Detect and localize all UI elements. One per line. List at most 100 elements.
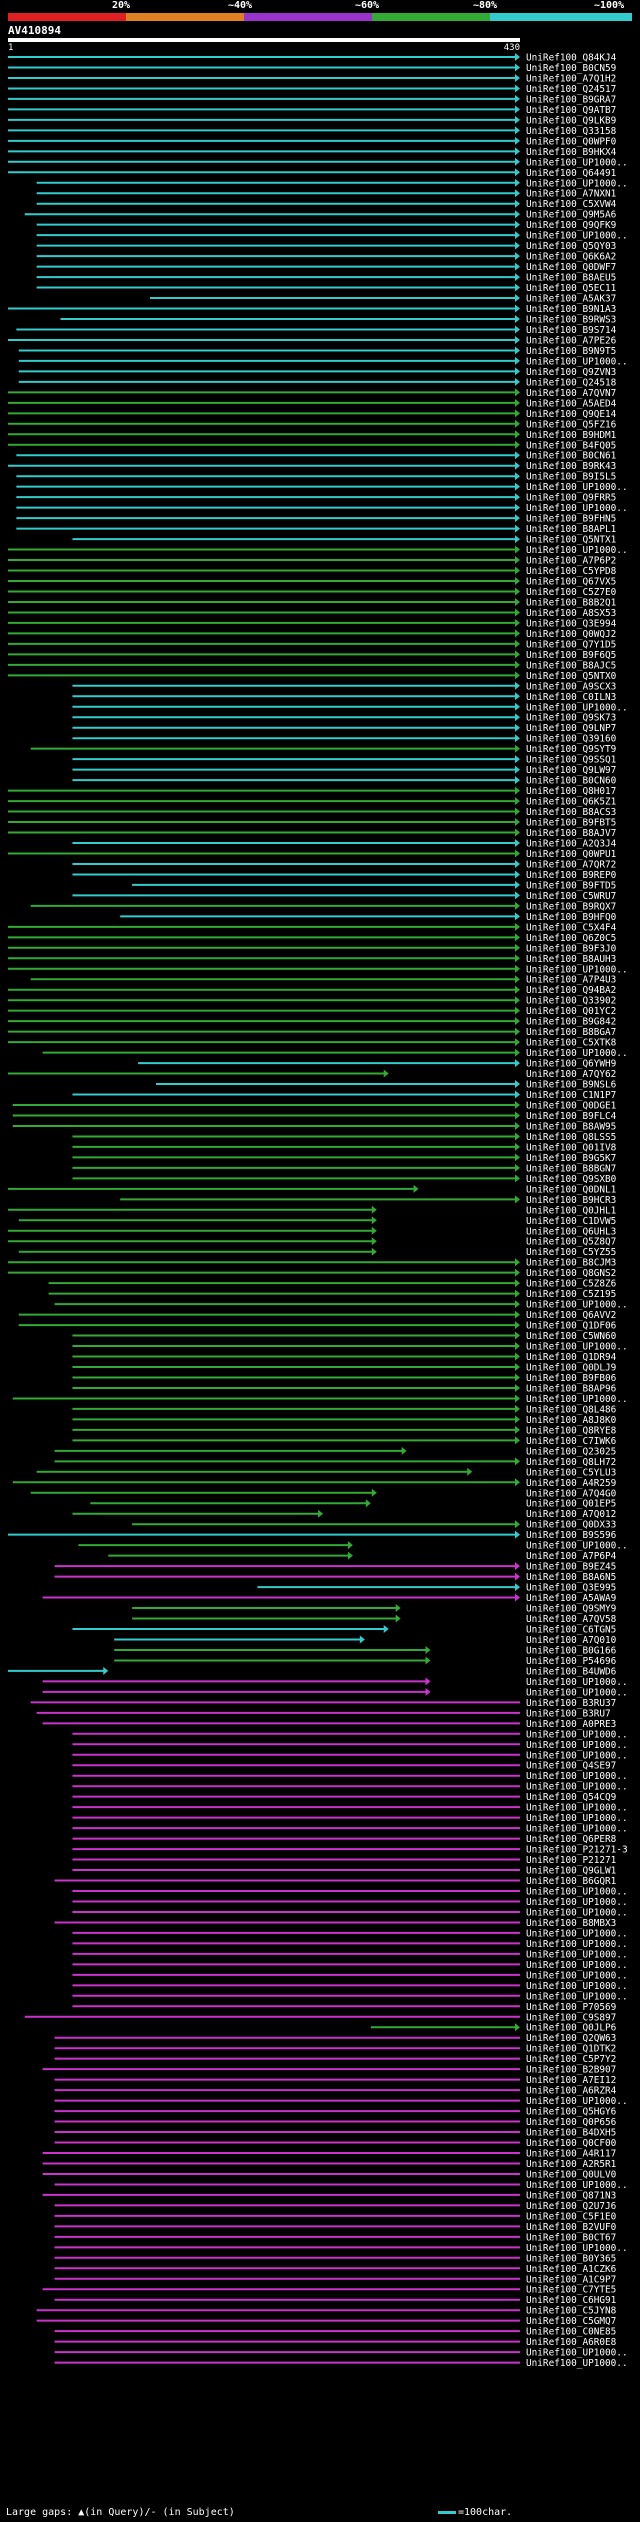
hit-label[interactable]: UniRef100_P70569 bbox=[526, 2002, 617, 2013]
hit-label[interactable]: UniRef100_Q1DR94 bbox=[526, 1352, 617, 1363]
hit-label[interactable]: UniRef100_Q0DWF7 bbox=[526, 262, 616, 273]
hit-label[interactable]: UniRef100_A4R117 bbox=[526, 2149, 616, 2160]
hit-label[interactable]: UniRef100_A7QY62 bbox=[526, 1069, 616, 1080]
hit-label[interactable]: UniRef100_C5YZ55 bbox=[526, 1247, 616, 1258]
hit-label[interactable]: UniRef100_A7Q012 bbox=[526, 1509, 616, 1520]
hit-label[interactable]: UniRef100_Q3E994 bbox=[526, 618, 617, 629]
hit-label[interactable]: UniRef100_Q8LSS5 bbox=[526, 1132, 616, 1143]
hit-label[interactable]: UniRef100_UP1000.. bbox=[526, 2180, 628, 2191]
hit-label[interactable]: UniRef100_A2R5R1 bbox=[526, 2159, 617, 2170]
hit-label[interactable]: UniRef100_A7NXN1 bbox=[526, 189, 617, 200]
hit-label[interactable]: UniRef100_B0CN60 bbox=[526, 776, 617, 787]
hit-label[interactable]: UniRef100_UP1000.. bbox=[526, 545, 628, 556]
hit-label[interactable]: UniRef100_Q9ZVN3 bbox=[526, 367, 616, 378]
hit-label[interactable]: UniRef100_Q1DF06 bbox=[526, 1321, 617, 1332]
hit-label[interactable]: UniRef100_A7Q010 bbox=[526, 1635, 617, 1646]
hit-label[interactable]: UniRef100_C5F1E0 bbox=[526, 2211, 617, 2222]
hit-label[interactable]: UniRef100_B9EZ45 bbox=[526, 1562, 616, 1573]
hit-label[interactable]: UniRef100_B4DXH5 bbox=[526, 2128, 616, 2139]
hit-label[interactable]: UniRef100_C0NE85 bbox=[526, 2327, 616, 2338]
hit-label[interactable]: UniRef100_Q6PER8 bbox=[526, 1834, 617, 1845]
hit-label[interactable]: UniRef100_C1N1P7 bbox=[526, 1090, 616, 1101]
hit-label[interactable]: UniRef100_UP1000.. bbox=[526, 1928, 628, 1939]
hit-label[interactable]: UniRef100_Q6UHL3 bbox=[526, 1226, 616, 1237]
hit-label[interactable]: UniRef100_UP1000.. bbox=[526, 1949, 628, 1960]
hit-label[interactable]: UniRef100_Q6K6A2 bbox=[526, 252, 616, 263]
hit-label[interactable]: UniRef100_Q8LH72 bbox=[526, 1457, 616, 1468]
hit-label[interactable]: UniRef100_A5AED4 bbox=[526, 398, 617, 409]
hit-label[interactable]: UniRef100_Q33902 bbox=[526, 996, 616, 1007]
hit-label[interactable]: UniRef100_Q01YC2 bbox=[526, 1006, 616, 1017]
hit-label[interactable]: UniRef100_B8AJC5 bbox=[526, 660, 616, 671]
hit-label[interactable]: UniRef100_Q3E995 bbox=[526, 1583, 616, 1594]
hit-label[interactable]: UniRef100_B9REP0 bbox=[526, 870, 617, 881]
hit-label[interactable]: UniRef100_Q01EP5 bbox=[526, 1499, 616, 1510]
hit-label[interactable]: UniRef100_B0CN61 bbox=[526, 451, 617, 462]
hit-label[interactable]: UniRef100_A7PE26 bbox=[526, 335, 617, 346]
hit-label[interactable]: UniRef100_Q8L486 bbox=[526, 1404, 617, 1415]
hit-label[interactable]: UniRef100_A0PRE3 bbox=[526, 1719, 616, 1730]
hit-label[interactable]: UniRef100_B3RU7 bbox=[526, 1708, 611, 1719]
hit-label[interactable]: UniRef100_Q23025 bbox=[526, 1446, 616, 1457]
hit-label[interactable]: UniRef100_Q0DLJ9 bbox=[526, 1363, 617, 1374]
hit-label[interactable]: UniRef100_Q9ATB7 bbox=[526, 105, 616, 116]
hit-label[interactable]: UniRef100_C0ILN3 bbox=[526, 692, 616, 703]
hit-label[interactable]: UniRef100_Q0DGE1 bbox=[526, 1101, 617, 1112]
hit-label[interactable]: UniRef100_Q0ULV0 bbox=[526, 2169, 617, 2180]
hit-label[interactable]: UniRef100_B9FBT5 bbox=[526, 818, 616, 829]
hit-label[interactable]: UniRef100_Q5Z8Q7 bbox=[526, 1237, 616, 1248]
hit-label[interactable]: UniRef100_B9I5L5 bbox=[526, 472, 616, 483]
hit-label[interactable]: UniRef100_UP1000.. bbox=[526, 1907, 628, 1918]
hit-label[interactable]: UniRef100_A7QV58 bbox=[526, 1614, 617, 1625]
hit-label[interactable]: UniRef100_Q9FRR5 bbox=[526, 493, 616, 504]
hit-label[interactable]: UniRef100_Q33158 bbox=[526, 126, 617, 137]
hit-label[interactable]: UniRef100_Q5FZ16 bbox=[526, 419, 617, 430]
hit-label[interactable]: UniRef100_Q9QE14 bbox=[526, 409, 617, 420]
hit-label[interactable]: UniRef100_Q4SE97 bbox=[526, 1761, 616, 1772]
hit-label[interactable]: UniRef100_Q8RYE8 bbox=[526, 1425, 617, 1436]
hit-label[interactable]: UniRef100_UP1000.. bbox=[526, 1394, 628, 1405]
hit-label[interactable]: UniRef100_UP1000.. bbox=[526, 1300, 628, 1311]
hit-label[interactable]: UniRef100_B9RQX7 bbox=[526, 901, 616, 912]
hit-label[interactable]: UniRef100_UP1000.. bbox=[526, 1824, 628, 1835]
hit-label[interactable]: UniRef100_UP1000.. bbox=[526, 1677, 628, 1688]
hit-label[interactable]: UniRef100_C5WN60 bbox=[526, 1331, 617, 1342]
hit-label[interactable]: UniRef100_B9G5K7 bbox=[526, 1153, 616, 1164]
hit-label[interactable]: UniRef100_C5Z7E0 bbox=[526, 587, 617, 598]
hit-label[interactable]: UniRef100_UP1000.. bbox=[526, 1782, 628, 1793]
hit-label[interactable]: UniRef100_C7IWK6 bbox=[526, 1436, 617, 1447]
hit-label[interactable]: UniRef100_Q5QY03 bbox=[526, 241, 616, 252]
hit-label[interactable]: UniRef100_Q5EC11 bbox=[526, 283, 617, 294]
hit-label[interactable]: UniRef100_UP1000.. bbox=[526, 1342, 628, 1353]
hit-label[interactable]: UniRef100_UP1000.. bbox=[526, 231, 628, 242]
hit-label[interactable]: UniRef100_B4FQ05 bbox=[526, 440, 616, 451]
hit-label[interactable]: UniRef100_Q0DX33 bbox=[526, 1520, 616, 1531]
hit-label[interactable]: UniRef100_B8B2Q1 bbox=[526, 597, 617, 608]
hit-label[interactable]: UniRef100_C7YTE5 bbox=[526, 2285, 616, 2296]
hit-label[interactable]: UniRef100_B9FHN5 bbox=[526, 514, 616, 525]
hit-label[interactable]: UniRef100_Q24517 bbox=[526, 84, 616, 95]
hit-label[interactable]: UniRef100_UP1000.. bbox=[526, 702, 628, 713]
hit-label[interactable]: UniRef100_Q67VX5 bbox=[526, 577, 616, 588]
hit-label[interactable]: UniRef100_UP1000.. bbox=[526, 1960, 628, 1971]
hit-label[interactable]: UniRef100_A7P6P2 bbox=[526, 556, 616, 567]
hit-label[interactable]: UniRef100_B9HKX4 bbox=[526, 147, 617, 158]
hit-label[interactable]: UniRef100_UP1000.. bbox=[526, 1897, 628, 1908]
hit-label[interactable]: UniRef100_B9GRA7 bbox=[526, 94, 616, 105]
hit-label[interactable]: UniRef100_Q9SXB0 bbox=[526, 1174, 617, 1185]
hit-label[interactable]: UniRef100_Q54CQ9 bbox=[526, 1792, 617, 1803]
hit-label[interactable]: UniRef100_A7QR72 bbox=[526, 859, 616, 870]
hit-label[interactable]: UniRef100_Q9LNP7 bbox=[526, 723, 616, 734]
hit-label[interactable]: UniRef100_A9SCX3 bbox=[526, 681, 616, 692]
hit-label[interactable]: UniRef100_UP1000.. bbox=[526, 964, 628, 975]
hit-label[interactable]: UniRef100_A7EI12 bbox=[526, 2075, 616, 2086]
hit-label[interactable]: UniRef100_B4UWD6 bbox=[526, 1666, 617, 1677]
hit-label[interactable]: UniRef100_B2VUF0 bbox=[526, 2222, 617, 2233]
hit-label[interactable]: UniRef100_C5XTK8 bbox=[526, 1038, 617, 1049]
hit-label[interactable]: UniRef100_UP1000.. bbox=[526, 157, 628, 168]
hit-label[interactable]: UniRef100_Q94BA2 bbox=[526, 985, 616, 996]
hit-label[interactable]: UniRef100_Q5NTX0 bbox=[526, 671, 617, 682]
hit-label[interactable]: UniRef100_A4R259 bbox=[526, 1478, 617, 1489]
hit-label[interactable]: UniRef100_B9FB06 bbox=[526, 1373, 617, 1384]
hit-label[interactable]: UniRef100_B9RWS3 bbox=[526, 315, 616, 326]
